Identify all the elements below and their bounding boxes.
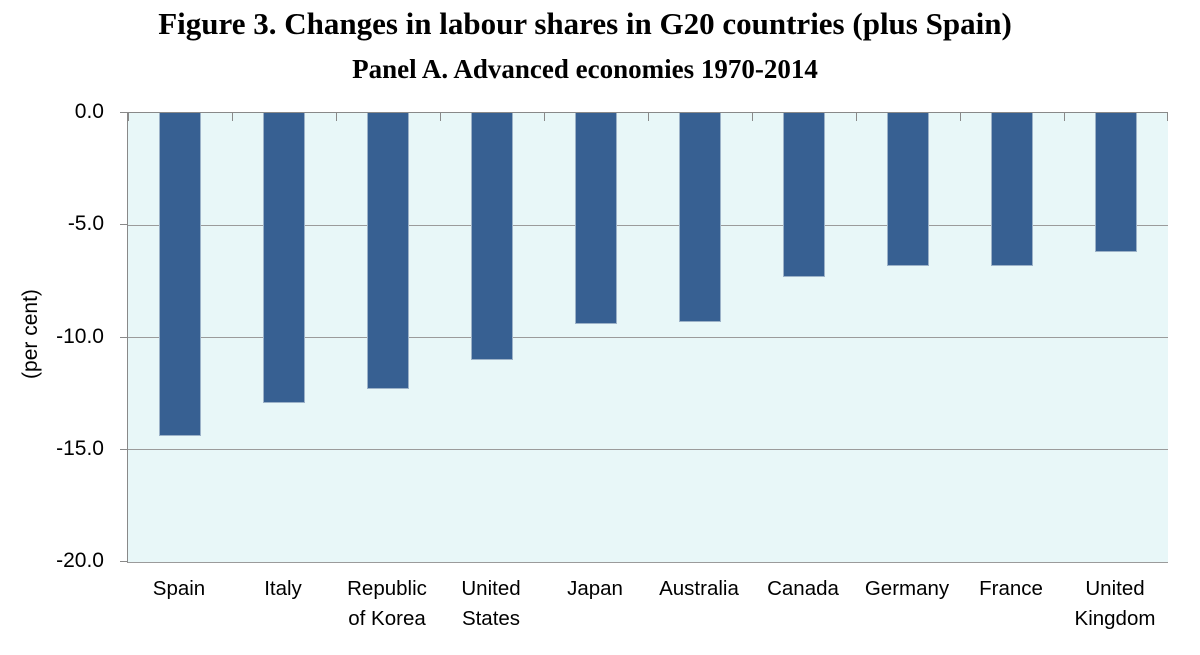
y-tick-label: -15.0: [56, 436, 104, 460]
bar-france: [991, 113, 1033, 266]
bar-japan: [575, 113, 617, 325]
x-tick-label-line: Japan: [567, 577, 623, 600]
x-axis-tick-mark: [440, 113, 441, 121]
y-axis-tick-mark: [120, 112, 127, 113]
y-axis-tick-mark: [120, 224, 127, 226]
y-axis-tick-mark: [120, 336, 127, 338]
x-tick-label-line: Canada: [767, 577, 839, 600]
x-tick-label-australia: Australia: [647, 574, 751, 604]
bar-australia: [679, 113, 721, 322]
x-axis-tick-mark: [648, 113, 649, 121]
x-axis-tick-mark: [232, 113, 233, 121]
x-tick-label-line: United: [461, 577, 521, 600]
y-tick-label: -5.0: [67, 212, 104, 236]
x-tick-label-line: Italy: [264, 577, 302, 600]
x-tick-label-france: France: [959, 574, 1063, 604]
x-tick-label-united-states: United States: [439, 574, 543, 634]
bar-united-kingdom: [1095, 113, 1137, 253]
x-tick-label-line: Kingdom: [1074, 607, 1156, 630]
x-tick-label-japan: Japan: [543, 574, 647, 604]
x-tick-label-line: France: [979, 577, 1043, 600]
x-tick-label-canada: Canada: [751, 574, 855, 604]
x-tick-label-line: Australia: [659, 577, 739, 600]
chart-subtitle: Panel A. Advanced economies 1970-2014: [352, 54, 818, 84]
x-axis-tick-mark: [128, 113, 129, 121]
gridline: [128, 337, 1168, 338]
x-axis-tick-mark: [336, 113, 337, 121]
x-axis-tick-mark: [544, 113, 545, 121]
x-axis-tick-mark: [752, 113, 753, 121]
chart-title: Figure 3. Changes in labour shares in G2…: [158, 6, 1012, 41]
x-tick-label-line: States: [461, 607, 521, 630]
gridline: [128, 224, 1168, 226]
y-axis-tick-mark: [120, 448, 127, 450]
x-axis-tick-mark: [856, 113, 857, 121]
x-axis-tick-mark: [1167, 113, 1168, 121]
bar-republic-of-korea: [367, 113, 409, 390]
y-axis-tick-mark: [120, 561, 127, 562]
bar-germany: [887, 113, 929, 266]
x-tick-label-republic-of-korea: Republic of Korea: [335, 574, 439, 634]
x-tick-label-spain: Spain: [127, 574, 231, 604]
y-tick-label: -10.0: [56, 324, 104, 348]
x-axis-tick-mark: [1064, 113, 1065, 121]
x-axis-tick-mark: [960, 113, 961, 121]
x-tick-label-italy: Italy: [231, 574, 335, 604]
bar-canada: [783, 113, 825, 277]
bar-italy: [263, 113, 305, 403]
y-tick-label: 0.0: [74, 100, 104, 123]
x-tick-label-line: Germany: [864, 577, 950, 600]
x-tick-label-line: of Korea: [348, 607, 426, 630]
x-tick-label-line: Republic: [347, 577, 427, 600]
y-tick-label: -20.0: [56, 549, 104, 572]
plot-area: [127, 112, 1168, 563]
x-tick-label-germany: Germany: [855, 574, 959, 604]
x-tick-label-united-kingdom: United Kingdom: [1063, 574, 1167, 634]
bar-spain: [159, 113, 201, 437]
x-tick-label-line: United: [1085, 577, 1145, 600]
x-tick-label-line: Spain: [152, 577, 206, 600]
gridline: [128, 449, 1168, 451]
bar-united-states: [471, 113, 513, 360]
